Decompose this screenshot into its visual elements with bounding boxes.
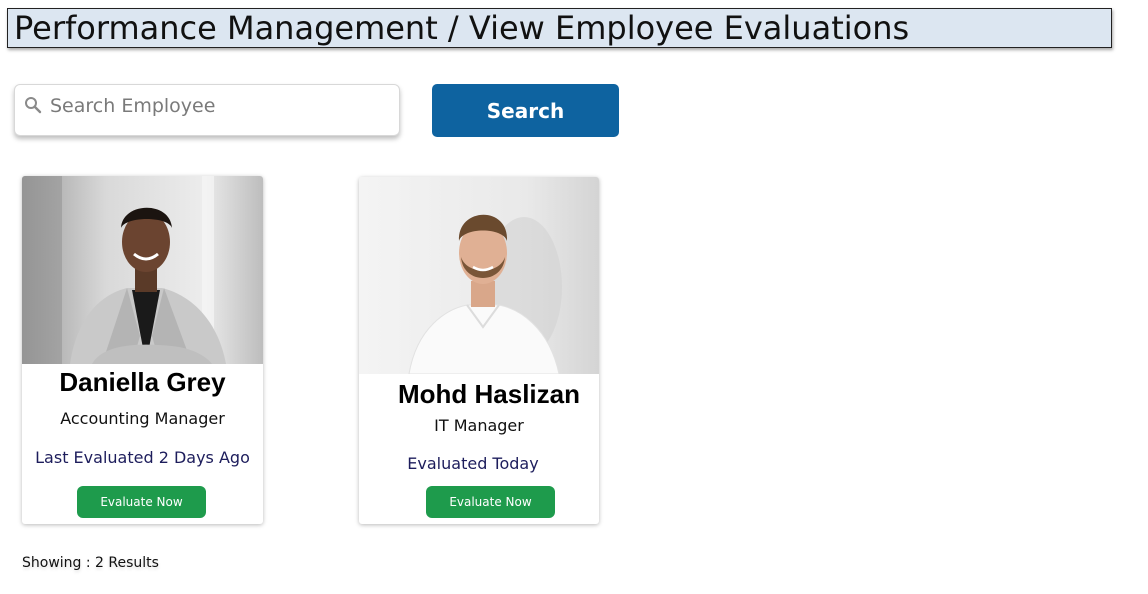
employee-photo [359,177,599,374]
employee-role: Accounting Manager [60,409,225,428]
search-box[interactable] [14,84,400,136]
results-count: Showing : 2 Results [22,555,159,571]
search-icon [24,96,42,114]
evaluate-now-button[interactable]: Evaluate Now [77,486,206,518]
evaluation-status: Evaluated Today [407,454,539,473]
evaluation-status: Last Evaluated 2 Days Ago [35,448,250,467]
page-header: Performance Management / View Employee E… [7,8,1112,48]
employee-role: IT Manager [434,416,524,435]
results-count-text: : 2 Results [81,555,159,571]
evaluate-now-button[interactable]: Evaluate Now [426,486,555,518]
results-label: Showing [22,555,82,571]
employee-name: Daniella Grey [59,367,226,397]
employee-card: Mohd Haslizan IT Manager Evaluated Today… [359,177,599,524]
search-button[interactable]: Search [432,84,619,137]
employee-photo [22,176,263,364]
page-title: Performance Management / View Employee E… [14,9,910,47]
employee-name: Mohd Haslizan [397,379,580,409]
employee-card: Daniella Grey Accounting Manager Last Ev… [22,176,263,524]
search-input[interactable] [50,91,390,121]
